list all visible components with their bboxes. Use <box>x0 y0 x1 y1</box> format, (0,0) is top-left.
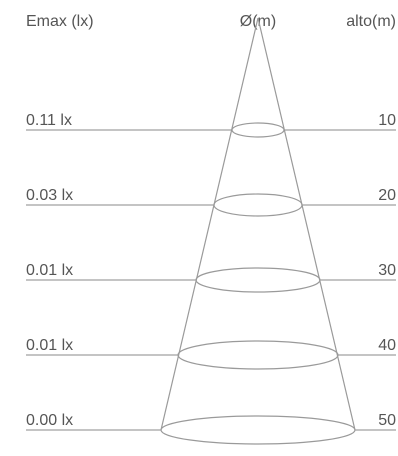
illuminance-label: 0.00 lx <box>26 412 73 429</box>
height-header: alto(m) <box>346 13 396 30</box>
height-label: 50 <box>378 412 396 429</box>
beam-cross-section <box>160 415 356 445</box>
beam-cross-section <box>213 193 303 217</box>
beam-cross-section <box>231 122 285 138</box>
emax-header: Emax (lx) <box>26 13 94 30</box>
illuminance-label: 0.11 lx <box>26 112 72 129</box>
illuminance-label: 0.01 lx <box>26 337 73 354</box>
height-label: 40 <box>378 337 396 354</box>
illuminance-label: 0.03 lx <box>26 187 73 204</box>
cone-left-edge <box>160 17 259 431</box>
beam-cross-section <box>177 340 339 370</box>
beam-cross-section <box>195 267 321 293</box>
diameter-header: Ø(m) <box>240 13 276 30</box>
height-label: 20 <box>378 187 396 204</box>
illuminance-label: 0.01 lx <box>26 262 73 279</box>
height-label: 10 <box>378 112 396 129</box>
height-label: 30 <box>378 262 396 279</box>
cone-right-edge <box>257 17 356 431</box>
